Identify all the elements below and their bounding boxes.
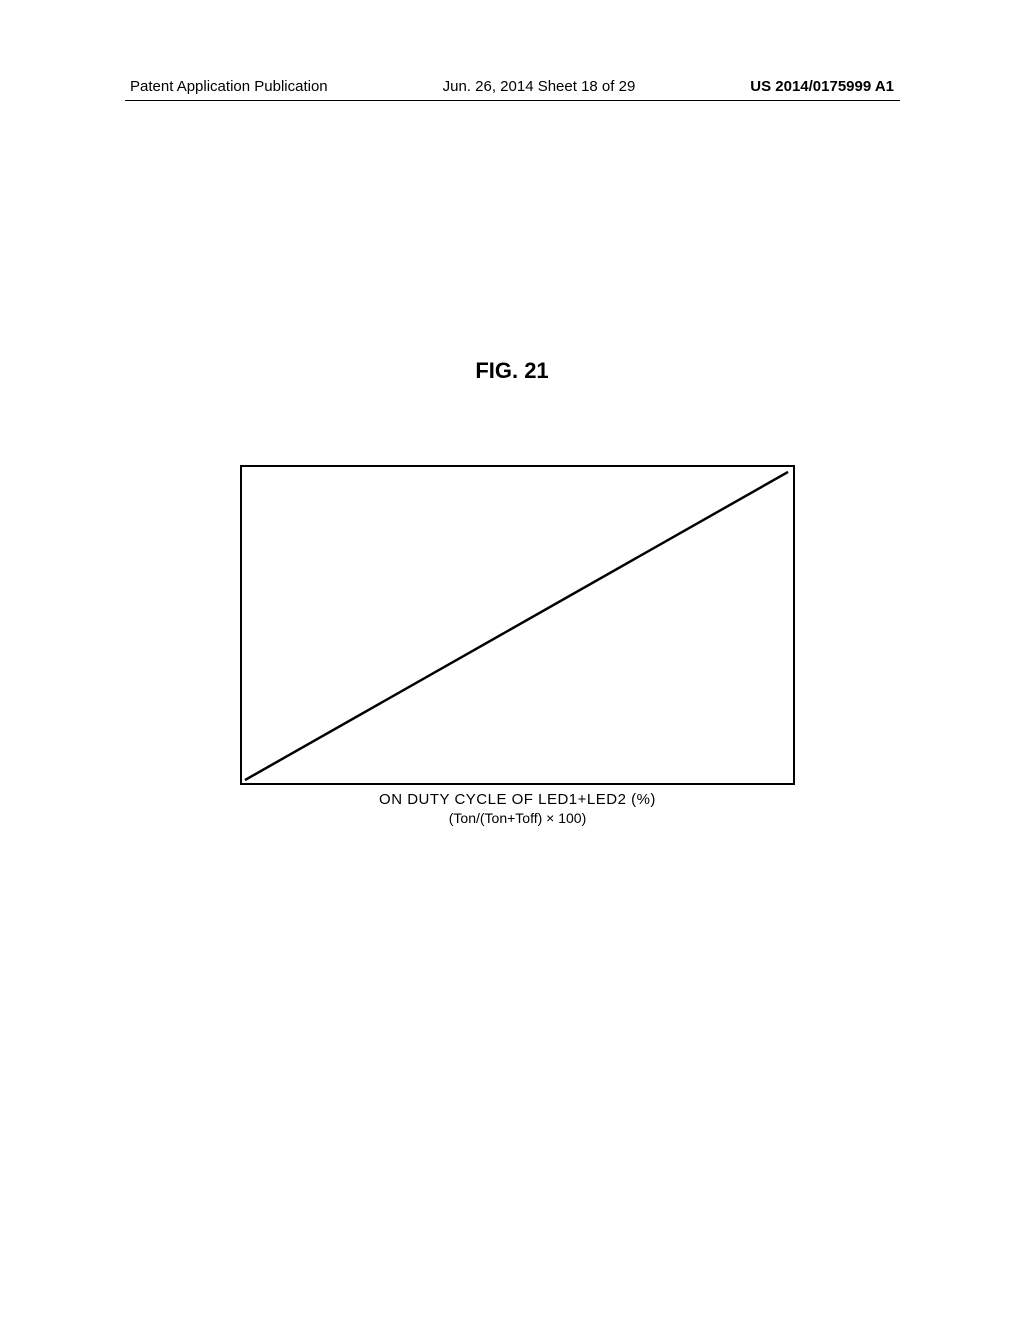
page-header: Patent Application Publication Jun. 26, … [0, 78, 1024, 95]
chart-box [240, 465, 795, 785]
header-rule [125, 100, 900, 101]
header-publication-type: Patent Application Publication [130, 78, 328, 95]
header-patent-number: US 2014/0175999 A1 [750, 78, 894, 95]
chart-line-svg [242, 467, 793, 783]
luminance-line [245, 472, 788, 780]
figure-title: FIG. 21 [0, 358, 1024, 384]
x-axis-label-line2: (Ton/(Ton+Toff) × 100) [240, 810, 795, 828]
chart-container: LUMINANCE ON DUTY CYCLE OF LED1+LED2 (%)… [205, 465, 795, 805]
header-date-sheet: Jun. 26, 2014 Sheet 18 of 29 [443, 78, 636, 95]
x-axis-label-line1: ON DUTY CYCLE OF LED1+LED2 (%) [240, 791, 795, 810]
x-axis-label: ON DUTY CYCLE OF LED1+LED2 (%) (Ton/(Ton… [240, 791, 795, 827]
